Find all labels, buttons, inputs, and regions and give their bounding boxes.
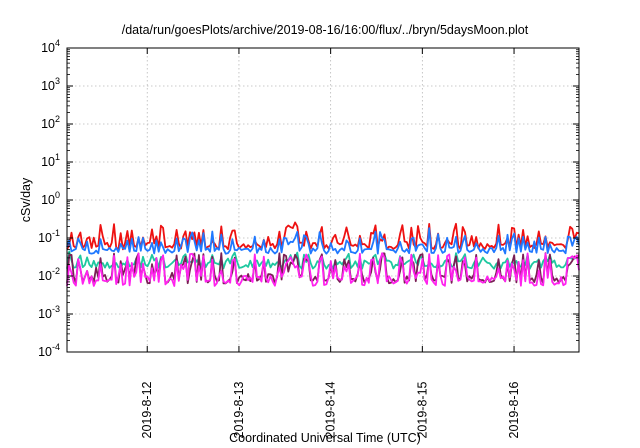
x-tick-label: 2019-8-13 [232,381,246,438]
y-tick-label-base: 10 [41,117,55,131]
y-tick-label-exponent: 0 [55,190,60,200]
y-tick-label-exponent: -2 [52,266,60,276]
y-axis-label: cSv/day [19,177,33,222]
y-tick-label-exponent: -4 [52,342,60,352]
y-tick-label: 10-2 [38,266,60,283]
y-tick-label: 10-1 [38,228,60,245]
y-tick-label: 101 [41,152,60,169]
y-tick-label-base: 10 [41,41,55,55]
x-axis-label: Coordinated Universal Time (UTC) [229,431,421,445]
x-tick-label: 2019-8-14 [324,381,338,438]
y-tick-label-base: 10 [41,193,55,207]
x-axis-ticks: 2019-8-12 2019-8-13 2019-8-14 2019-8-15 2019… [140,48,521,439]
y-tick-label-exponent: 2 [55,114,60,124]
y-tick-label: 10-3 [38,304,60,321]
grid [67,48,579,352]
y-tick-label-exponent: 3 [55,76,60,86]
y-tick-label: 104 [41,38,60,55]
y-tick-label-exponent: 1 [55,152,60,162]
y-tick-label-base: 10 [38,231,52,245]
x-tick-label: 2019-8-15 [415,381,429,438]
y-tick-label-base: 10 [38,307,52,321]
y-tick-label-base: 10 [41,155,55,169]
series-line-1 [66,221,580,251]
y-tick-label: 100 [41,190,60,207]
series-line-5 [66,252,580,287]
y-tick-label-base: 10 [38,345,52,359]
y-tick-label: 10-4 [38,342,60,359]
y-tick-label-exponent: 4 [55,38,60,48]
x-tick-label: 2019-8-16 [507,381,521,438]
y-tick-label: 102 [41,114,60,131]
x-tick-label: 2019-8-12 [140,381,154,438]
y-tick-label-base: 10 [41,79,55,93]
chart-title: /data/run/goesPlots/archive/2019-08-16/1… [122,23,529,37]
y-tick-label-base: 10 [38,269,52,283]
y-tick-label-exponent: -1 [52,228,60,238]
y-tick-label: 103 [41,76,60,93]
y-tick-label-exponent: -3 [52,304,60,314]
series-lines [66,221,580,287]
series-line-2 [66,227,580,255]
